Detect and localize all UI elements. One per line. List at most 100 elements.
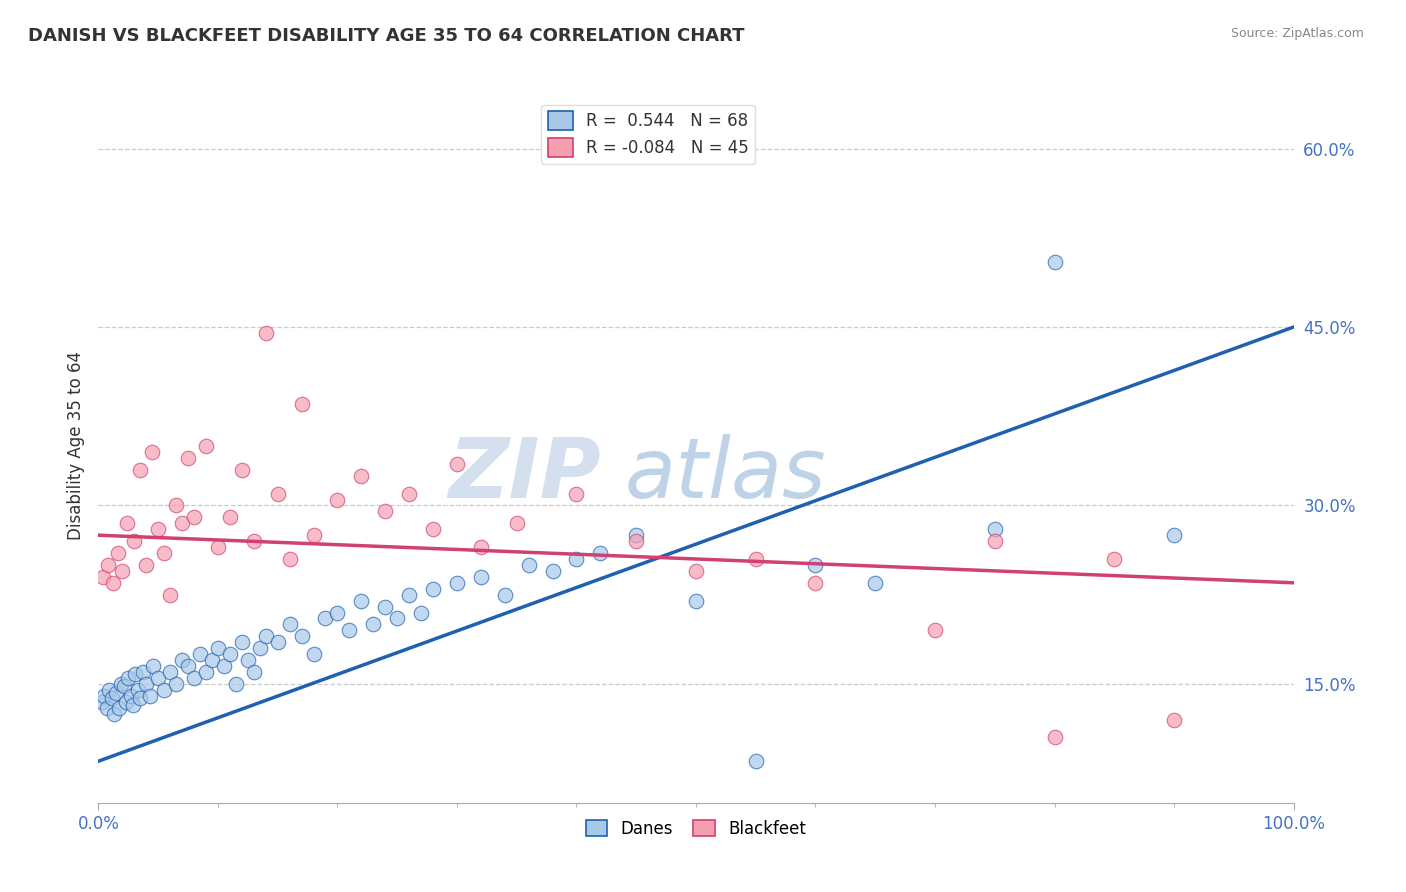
- Point: [177, 450, 200, 465]
- Point: [326, 606, 349, 620]
- Point: [411, 606, 433, 620]
- Point: [374, 504, 396, 518]
- Point: [243, 534, 266, 549]
- Point: [804, 558, 827, 572]
- Point: [243, 665, 266, 679]
- Point: [141, 445, 163, 459]
- Point: [267, 486, 290, 500]
- Point: [541, 564, 564, 578]
- Point: [626, 534, 648, 549]
- Point: [183, 671, 205, 685]
- Point: [984, 522, 1007, 536]
- Point: [565, 486, 588, 500]
- Point: [201, 653, 224, 667]
- Point: [363, 617, 385, 632]
- Point: [122, 698, 145, 713]
- Text: DANISH VS BLACKFEET DISABILITY AGE 35 TO 64 CORRELATION CHART: DANISH VS BLACKFEET DISABILITY AGE 35 TO…: [28, 27, 745, 45]
- Point: [422, 522, 444, 536]
- Point: [398, 486, 420, 500]
- Point: [291, 397, 314, 411]
- Point: [470, 540, 492, 554]
- Point: [804, 575, 827, 590]
- Y-axis label: Disability Age 35 to 64: Disability Age 35 to 64: [66, 351, 84, 541]
- Point: [278, 552, 301, 566]
- Point: [115, 695, 138, 709]
- Point: [446, 575, 468, 590]
- Point: [1104, 552, 1126, 566]
- Point: [865, 575, 887, 590]
- Point: [422, 582, 444, 596]
- Point: [315, 611, 337, 625]
- Point: [326, 492, 349, 507]
- Point: [100, 691, 122, 706]
- Point: [1043, 731, 1066, 745]
- Point: [745, 754, 768, 768]
- Point: [148, 522, 170, 536]
- Point: [165, 499, 187, 513]
- Point: [117, 671, 139, 685]
- Point: [172, 653, 194, 667]
- Point: [267, 635, 290, 649]
- Point: [517, 558, 540, 572]
- Point: [91, 570, 114, 584]
- Point: [1163, 713, 1185, 727]
- Point: [131, 665, 153, 679]
- Point: [398, 588, 420, 602]
- Point: [96, 700, 118, 714]
- Point: [124, 534, 146, 549]
- Point: [249, 641, 271, 656]
- Point: [685, 564, 707, 578]
- Point: [115, 516, 138, 531]
- Point: [107, 546, 129, 560]
- Point: [231, 635, 253, 649]
- Point: [302, 647, 325, 661]
- Point: [219, 647, 242, 661]
- Point: [565, 552, 588, 566]
- Point: [135, 558, 157, 572]
- Point: [278, 617, 301, 632]
- Point: [385, 611, 409, 625]
- Point: [446, 457, 468, 471]
- Point: [183, 510, 205, 524]
- Point: [165, 677, 187, 691]
- Point: [111, 564, 134, 578]
- Point: [188, 647, 211, 661]
- Point: [231, 463, 253, 477]
- Point: [153, 682, 176, 697]
- Point: [135, 677, 157, 691]
- Point: [153, 546, 176, 560]
- Point: [984, 534, 1007, 549]
- Point: [350, 468, 373, 483]
- Point: [350, 593, 373, 607]
- Point: [924, 624, 946, 638]
- Point: [374, 599, 396, 614]
- Point: [506, 516, 529, 531]
- Point: [142, 659, 165, 673]
- Point: [105, 686, 128, 700]
- Text: ZIP: ZIP: [447, 434, 600, 515]
- Point: [139, 689, 162, 703]
- Point: [101, 575, 124, 590]
- Point: [302, 528, 325, 542]
- Text: Source: ZipAtlas.com: Source: ZipAtlas.com: [1230, 27, 1364, 40]
- Point: [207, 540, 229, 554]
- Point: [1163, 528, 1185, 542]
- Point: [236, 653, 259, 667]
- Point: [91, 695, 114, 709]
- Point: [129, 463, 152, 477]
- Point: [254, 629, 277, 643]
- Point: [148, 671, 170, 685]
- Point: [745, 552, 768, 566]
- Point: [254, 326, 277, 340]
- Point: [339, 624, 361, 638]
- Point: [589, 546, 612, 560]
- Point: [124, 667, 146, 681]
- Point: [212, 659, 235, 673]
- Point: [470, 570, 492, 584]
- Point: [112, 679, 135, 693]
- Text: atlas: atlas: [624, 434, 825, 515]
- Point: [107, 700, 129, 714]
- Point: [1043, 254, 1066, 268]
- Point: [195, 439, 218, 453]
- Point: [129, 691, 152, 706]
